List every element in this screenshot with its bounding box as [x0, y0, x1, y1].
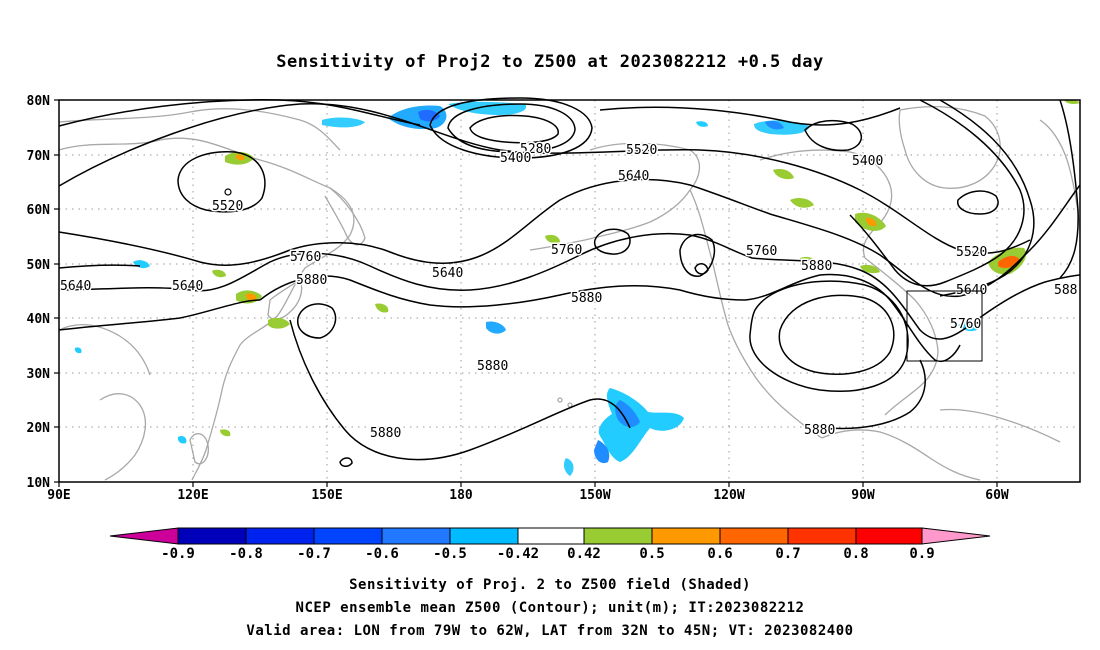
- contour-5760: [58, 232, 1081, 340]
- caption-line-2: NCEP ensemble mean Z500 (Contour); unit(…: [296, 600, 805, 616]
- lon-tick-label: 60W: [985, 488, 1009, 503]
- colorbar-swatch: [517, 527, 585, 545]
- contour-label: 5760: [746, 244, 777, 259]
- contour-label: 5520: [956, 245, 987, 260]
- valid-area-box: [906, 290, 983, 362]
- colorbar: -0.9 -0.8 -0.7 -0.6 -0.5 -0.42 0.42 0.5 …: [109, 527, 991, 562]
- contour-label: 5640: [432, 266, 463, 281]
- contour-5880-low: [58, 299, 261, 331]
- lon-tick-label: 150E: [311, 488, 342, 503]
- caption: Sensitivity of Proj. 2 to Z500 field (Sh…: [246, 577, 853, 639]
- lat-tick-label: 60N: [27, 203, 51, 218]
- contour-label: 5280: [520, 142, 551, 157]
- colorbar-label: 0.9: [909, 546, 934, 562]
- contour-small-circle-1: [593, 228, 631, 255]
- contour-label: 5400: [852, 154, 883, 169]
- lat-tick-label: 40N: [27, 312, 51, 327]
- contour-5520-west: [177, 151, 266, 213]
- lat-tick-label: 50N: [27, 258, 51, 273]
- contour-small-circle-3: [297, 303, 337, 339]
- lon-tick-label: 180: [449, 488, 473, 503]
- contour-label: 5760: [290, 250, 321, 265]
- lat-tick-label: 70N: [27, 149, 51, 164]
- colorbar-label: -0.42: [497, 546, 539, 562]
- contour-label: 5880: [296, 273, 327, 288]
- colorbar-swatch: [449, 527, 519, 545]
- lat-tick-label: 30N: [27, 367, 51, 382]
- contour-label: 5880: [804, 423, 835, 438]
- colorbar-swatch: [245, 527, 315, 545]
- lon-tick-labels: 90E 120E 150E 180 150W 120W 90W 60W: [47, 488, 1009, 503]
- contour-label: 5400: [500, 151, 531, 166]
- colorbar-label: -0.5: [433, 546, 467, 562]
- contour-label: 5760: [950, 317, 981, 332]
- caption-line-1: Sensitivity of Proj. 2 to Z500 field (Sh…: [349, 577, 751, 593]
- map-frame: [58, 99, 1081, 483]
- caption-line-3: Valid area: LON from 79W to 62W, LAT fro…: [246, 623, 853, 639]
- contour-label: 5640: [618, 169, 649, 184]
- contour-small-loop-2: [679, 233, 716, 277]
- contour-5400-canada: [804, 119, 862, 152]
- contour-label: 5640: [60, 279, 91, 294]
- coastlines: [58, 105, 1081, 481]
- contour-5520-north: [58, 103, 1031, 254]
- contour-label: 5880: [370, 426, 401, 441]
- contour-labels: 5280 5400 5520 5400 5640 5520 5760 5640 …: [59, 141, 1079, 443]
- contour-5640: [58, 178, 1081, 298]
- contour-label: 5760: [551, 243, 582, 258]
- colorbar-label: 0.7: [775, 546, 800, 562]
- lat-tick-label: 10N: [27, 476, 51, 491]
- figure-title: Sensitivity of Proj2 to Z500 at 20230822…: [276, 52, 823, 72]
- contour-label: 5520: [212, 199, 243, 214]
- colorbar-max-arrow: [921, 527, 991, 545]
- colorbar-label: -0.8: [229, 546, 263, 562]
- contour-label: 588: [1054, 283, 1077, 298]
- lon-tick-label: 150W: [579, 488, 610, 503]
- lon-tick-label: 90W: [851, 488, 875, 503]
- colorbar-label: 0.5: [639, 546, 664, 562]
- colorbar-label: -0.9: [161, 546, 195, 562]
- colorbar-swatch: [381, 527, 451, 545]
- lon-tick-label: 120E: [177, 488, 208, 503]
- colorbar-swatch: [719, 527, 789, 545]
- colorbar-swatch: [583, 527, 653, 545]
- contour-5880: [259, 273, 961, 362]
- contour-5880-south: [289, 319, 631, 461]
- colorbar-swatch: [787, 527, 857, 545]
- lon-tick-label: 90E: [47, 488, 70, 503]
- lat-tick-label: 20N: [27, 421, 51, 436]
- colorbar-swatch: [855, 527, 923, 545]
- contour-label: 5880: [801, 259, 832, 274]
- colorbar-label: -0.7: [297, 546, 331, 562]
- contour-5880-anticyclone: [778, 294, 895, 375]
- tick-marks: [54, 99, 998, 487]
- contour-5520-east: [849, 99, 1025, 287]
- colorbar-label: 0.42: [567, 546, 601, 562]
- colorbar-min-arrow: [109, 527, 179, 545]
- contour-label: 5520: [626, 143, 657, 158]
- map-panel: 5280 5400 5520 5400 5640 5520 5760 5640 …: [27, 94, 1081, 503]
- colorbar-swatch: [651, 527, 721, 545]
- z500-contours: [58, 97, 1081, 467]
- sensitivity-shading: [74, 99, 1080, 476]
- lat-tick-labels: 80N 70N 60N 50N 40N 30N 20N 10N: [27, 94, 51, 491]
- colorbar-label: 0.6: [707, 546, 732, 562]
- contour-5280: [469, 114, 559, 144]
- contour-label: 5880: [477, 359, 508, 374]
- colorbar-label: 0.8: [843, 546, 868, 562]
- colorbar-swatch: [313, 527, 383, 545]
- contour-label: 5640: [172, 279, 203, 294]
- colorbar-swatch: [177, 527, 247, 545]
- lon-tick-label: 120W: [713, 488, 744, 503]
- colorbar-label: -0.6: [365, 546, 399, 562]
- lat-tick-label: 80N: [27, 94, 51, 109]
- contour-5400-arctic: [447, 103, 576, 153]
- contour-label: 5880: [571, 291, 602, 306]
